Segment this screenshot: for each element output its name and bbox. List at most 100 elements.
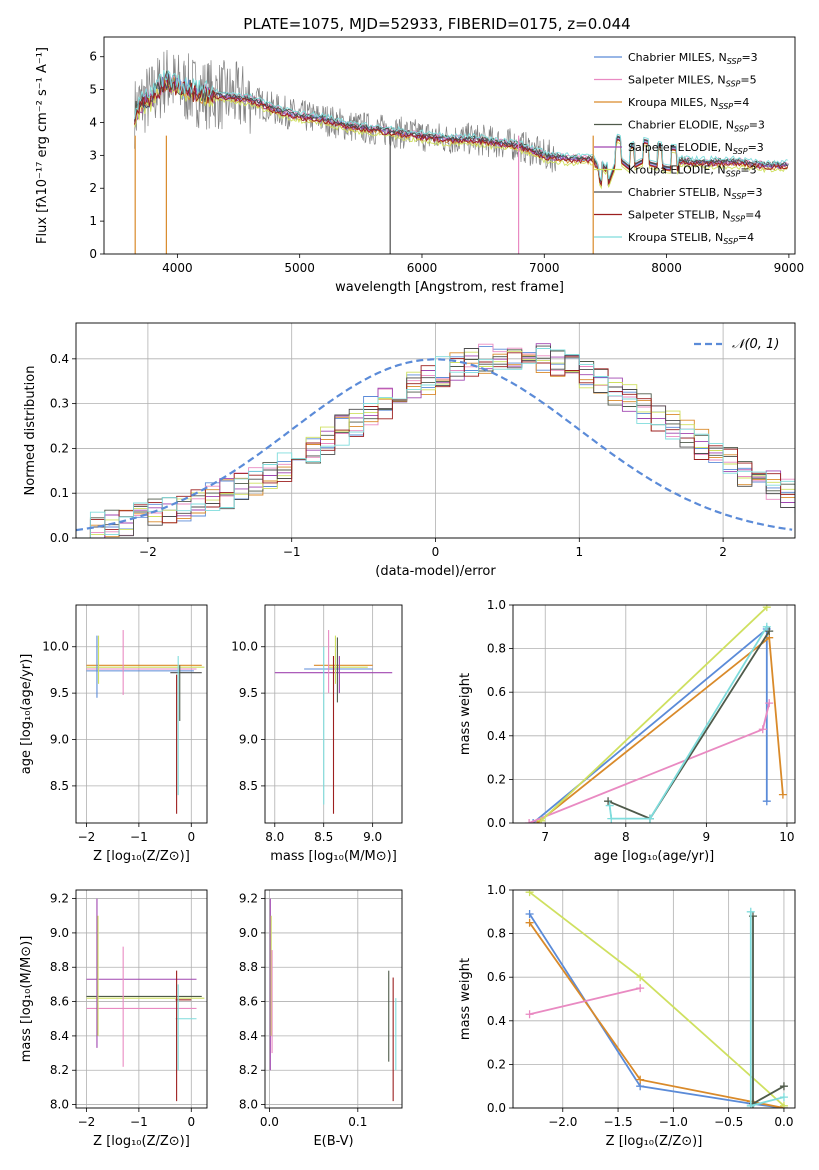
y-tick-label: 8.4 <box>239 1029 258 1043</box>
y-tick-label: 9.2 <box>239 892 258 906</box>
y-tick-label: 0.4 <box>50 352 69 366</box>
x-axis-label: wavelength [Angstrom, rest frame] <box>335 280 564 295</box>
y-tick-label: 9.0 <box>239 733 258 747</box>
weight-marker <box>525 890 534 897</box>
axes-box <box>75 889 208 1109</box>
residual-histogram <box>76 348 795 538</box>
plot-spectrum: 4000 5000 6000 7000 8000 9000 0 1 2 3 4 5 6 wavelengt… <box>35 36 805 295</box>
weight-marker <box>525 909 534 918</box>
legend-name: Chabrier MILES, N <box>628 51 727 64</box>
x-tick-label: 6000 <box>407 261 438 275</box>
legend-value: =3 <box>746 186 762 199</box>
axes-frame: −2.0 −1.5 −1.0 −0.5 0.0 0.0 0.2 0.4 0.6 0.8 1.0 Z [… <box>458 883 796 1149</box>
x-tick-label: 7000 <box>529 261 560 275</box>
legend-subscript: SSP <box>726 170 741 179</box>
grid <box>265 890 402 1108</box>
x-tick-label: 9 <box>703 830 711 844</box>
plot-area <box>86 630 205 814</box>
y-tick-label: 6 <box>89 50 97 64</box>
plot-area <box>86 898 205 1102</box>
x-tick-label: −0.5 <box>714 1115 743 1129</box>
legend-name: Kroupa ELODIE, N <box>628 164 726 177</box>
plot-area <box>134 49 790 254</box>
weight-series-line <box>749 911 785 1107</box>
x-tick-label: 9000 <box>774 261 805 275</box>
plots: 4000 5000 6000 7000 8000 90000123456wavelengt… <box>19 36 805 1149</box>
weight-marker <box>525 819 534 823</box>
y-tick-label: 8.0 <box>50 1098 69 1112</box>
legend-subscript: SSP <box>727 57 742 66</box>
axes-box <box>103 36 796 255</box>
x-tick-label: 0 <box>432 545 440 559</box>
axes-box <box>75 604 208 824</box>
legend-subscript: SSP <box>718 102 733 111</box>
legend-name: Kroupa MILES, N <box>628 96 718 109</box>
axes-frame: 7 8 9 10 0.0 0.2 0.4 0.6 0.8 1.0 age [log₁₀(age/yr… <box>458 598 796 864</box>
weight-series-line <box>528 922 785 1108</box>
y-tick-label: 0.0 <box>487 816 506 830</box>
y-tick-label: 8.8 <box>239 960 258 974</box>
plot-weight-vs-age: 7 8 9 10 0.0 0.2 0.4 0.6 0.8 1.0 age [log₁₀(age/yr… <box>458 598 796 864</box>
axes-box <box>512 889 796 1109</box>
legend-name: Salpeter STELIB, N <box>628 209 730 222</box>
y-tick-label: 0.3 <box>50 397 69 411</box>
plot-weight-vs-Z: −2.0 −1.5 −1.0 −0.5 0.0 0.0 0.2 0.4 0.6 0.8 1.0 Z [… <box>458 883 796 1149</box>
y-tick-label: 8.6 <box>239 995 258 1009</box>
weight-marker <box>746 1101 755 1108</box>
x-tick-label: 0.0 <box>774 1115 793 1129</box>
y-tick-label: 0.2 <box>50 441 69 455</box>
x-axis-label: mass [log₁₀(M/M⊙)] <box>270 849 397 864</box>
x-tick-label: −2 <box>139 545 157 559</box>
legend-entry: Salpeter ELODIE, NSSP=3 <box>628 141 764 156</box>
y-tick-label: 2 <box>89 181 97 195</box>
y-tick-label: 0.4 <box>487 1014 506 1028</box>
y-tick-label: 0.2 <box>487 772 506 786</box>
weight-series-line <box>752 916 785 1106</box>
x-axis-label: (data-model)/error <box>375 564 496 579</box>
y-tick-label: 0.0 <box>50 531 69 545</box>
y-tick-label: 3 <box>89 148 97 162</box>
y-tick-label: 9.5 <box>239 686 258 700</box>
axes-box <box>512 604 796 824</box>
y-tick-label: 1 <box>89 214 97 228</box>
legend-value: =3 <box>749 119 765 132</box>
axes-frame: −2 −1 0 1 2 0.0 0.1 0.2 0.3 0.4 (data-model)/error… <box>23 322 796 579</box>
x-tick-label: −1 <box>283 545 301 559</box>
legend-value: =4 <box>733 96 749 109</box>
weight-marker <box>778 790 787 799</box>
weight-series-line <box>540 606 768 822</box>
weight-series-line <box>529 987 641 1016</box>
y-tick-label: 0.0 <box>487 1101 506 1115</box>
grid <box>76 890 207 1108</box>
y-tick-label: 5 <box>89 83 97 97</box>
weight-marker <box>762 622 771 631</box>
plot-age-vs-Z: −2 −1 0 8.5 9.0 9.5 10.0 Z [log₁₀(Z/Z⊙)] age [lo… <box>19 604 208 864</box>
y-tick-label: 8.6 <box>50 995 69 1009</box>
plot-area <box>269 898 397 1102</box>
x-tick-label: −1 <box>130 1115 148 1129</box>
x-tick-label: −1.5 <box>603 1115 632 1129</box>
y-axis-label: mass weight <box>458 958 473 1040</box>
legend-value: =5 <box>740 74 756 87</box>
residual-histogram <box>76 352 795 538</box>
legend-name: Chabrier STELIB, N <box>628 186 732 199</box>
y-tick-label: 8.2 <box>50 1063 69 1077</box>
legend-entry: Kroupa ELODIE, NSSP=3 <box>628 164 757 179</box>
x-axis-label: Z [log₁₀(Z/Z⊙)] <box>93 849 190 864</box>
x-tick-label: −1.0 <box>659 1115 688 1129</box>
y-tick-label: 9.0 <box>239 926 258 940</box>
weight-marker <box>765 627 774 636</box>
legend-entry: Chabrier MILES, NSSP=3 <box>628 51 758 66</box>
y-tick-label: 9.0 <box>50 733 69 747</box>
weight-marker <box>762 797 771 806</box>
weight-series-line <box>532 627 768 823</box>
residual-histogram <box>76 349 795 538</box>
y-tick-label: 0.6 <box>487 970 506 984</box>
legend-entry: Salpeter MILES, NSSP=5 <box>628 74 757 89</box>
x-tick-label: −1 <box>130 830 148 844</box>
figure-title: PLATE=1075, MJD=52933, FIBERID=0175, z=0… <box>243 15 630 33</box>
y-tick-label: 9.2 <box>50 892 69 906</box>
legend-entry: Kroupa STELIB, NSSP=4 <box>628 231 754 246</box>
y-axis-label: Flux [fλ10⁻¹⁷ erg cm⁻² s⁻¹ A⁻¹] <box>35 47 50 244</box>
